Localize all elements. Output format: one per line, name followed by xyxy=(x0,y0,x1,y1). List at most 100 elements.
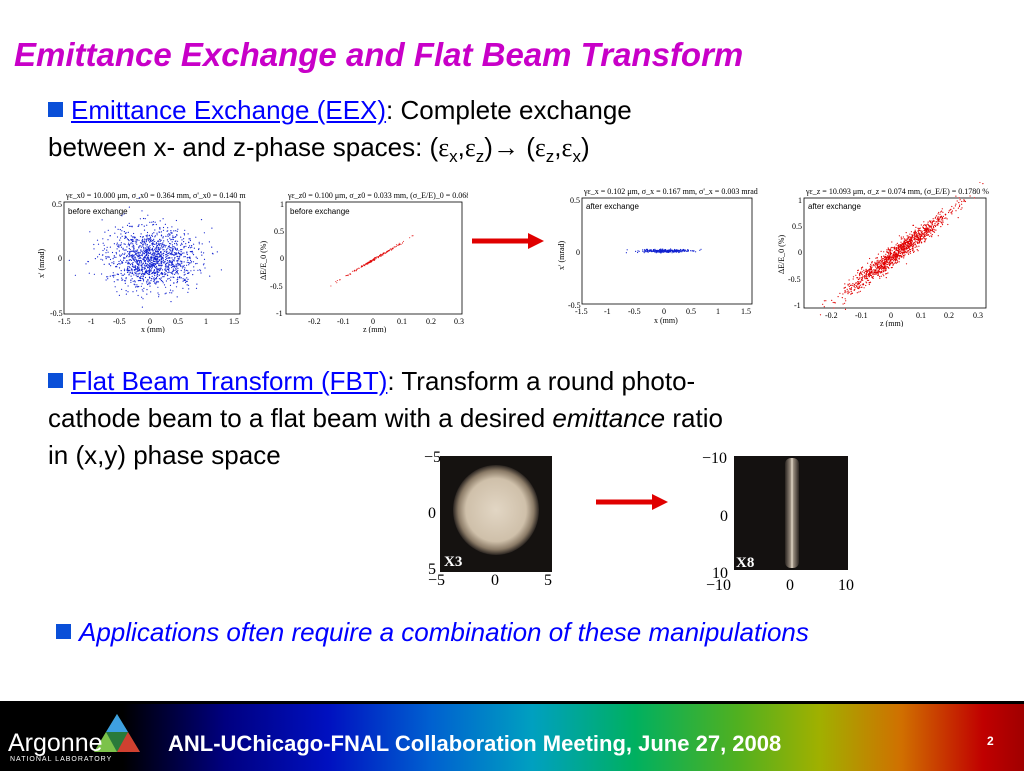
scatter-point xyxy=(146,263,149,265)
scatter-point xyxy=(189,245,191,247)
scatter-point xyxy=(865,268,867,270)
scatter-point xyxy=(165,280,167,282)
scatter-point xyxy=(141,255,143,257)
scatter-point xyxy=(872,273,874,275)
scatter-point xyxy=(138,277,141,279)
scatter-point xyxy=(889,260,891,263)
scatter-points xyxy=(330,235,414,287)
scatter-point xyxy=(870,269,872,271)
scatter-point xyxy=(339,279,340,281)
scatter-point xyxy=(883,266,885,268)
scatter-point xyxy=(134,260,136,262)
scatter-point xyxy=(191,250,193,252)
scatter-point xyxy=(930,227,932,229)
scatter-point xyxy=(137,225,139,227)
scatter-point xyxy=(127,262,129,264)
scatter-point xyxy=(109,246,111,248)
scatter-point xyxy=(143,238,145,240)
scatter-point xyxy=(180,265,182,267)
scatter-point xyxy=(189,251,191,253)
scatter-point xyxy=(130,259,133,261)
scatter-point xyxy=(170,231,172,233)
scatter-point xyxy=(168,267,170,269)
scatter-point xyxy=(121,235,123,237)
scatter-point xyxy=(138,245,141,247)
scatter-point xyxy=(134,271,136,273)
scatter-point xyxy=(169,234,171,236)
scatter-point xyxy=(187,233,189,235)
scatter-point xyxy=(863,269,865,271)
scatter-point xyxy=(907,235,909,237)
scatter-point xyxy=(174,269,176,271)
scatter-point xyxy=(132,243,134,245)
scatter-point xyxy=(167,241,169,243)
scatter-point xyxy=(395,246,397,248)
scatter-point xyxy=(903,249,905,251)
scatter-point xyxy=(912,224,914,226)
scatter-point xyxy=(149,250,151,252)
scatter-point xyxy=(926,230,928,232)
scatter-point xyxy=(937,219,939,221)
scatter-point xyxy=(179,277,181,279)
y-axis-label: ΔE/E_0 (%) xyxy=(777,235,786,274)
scatter-point xyxy=(855,282,857,284)
logo-wordmark: Argonne xyxy=(8,729,103,757)
scatter-point xyxy=(141,296,143,298)
scatter-point xyxy=(129,249,131,251)
scatter-point xyxy=(979,182,981,183)
scatter-point xyxy=(905,246,908,248)
scatter-point xyxy=(867,270,869,272)
scatter-point xyxy=(146,280,148,282)
scatter-point xyxy=(105,256,107,258)
scatter-point xyxy=(152,252,154,254)
scatter-point xyxy=(906,242,909,244)
scatter-point xyxy=(119,263,121,265)
scatter-point xyxy=(140,254,142,256)
scatter-point xyxy=(913,251,915,253)
scatter-point xyxy=(409,237,411,239)
bullet-icon xyxy=(48,102,63,117)
scatter-point xyxy=(179,257,181,259)
scatter-point xyxy=(906,250,909,252)
scatter-point xyxy=(682,250,684,252)
scatter-point xyxy=(390,248,392,250)
scatter-point xyxy=(862,283,864,285)
scatter-point xyxy=(157,252,159,254)
scatter-point xyxy=(138,255,140,257)
scatter-point xyxy=(112,272,114,274)
scatter-point xyxy=(683,249,685,251)
scatter-point xyxy=(351,270,353,272)
scatter-point xyxy=(166,258,168,260)
scatter-point xyxy=(171,272,173,274)
scatter-point xyxy=(927,221,929,223)
scatter-point xyxy=(845,300,847,302)
scatter-point xyxy=(136,290,138,292)
scatter-point xyxy=(897,261,899,263)
scatter-point xyxy=(664,250,666,252)
scatter-point xyxy=(687,249,689,251)
scatter-point xyxy=(162,252,165,254)
scatter-point xyxy=(925,227,927,229)
scatter-point xyxy=(370,261,372,263)
x-tick: −5 xyxy=(428,572,445,588)
scatter-point xyxy=(152,280,155,282)
scatter-point xyxy=(859,290,861,292)
scatter-point xyxy=(156,247,158,249)
scatter-point xyxy=(190,262,192,264)
scatter-point xyxy=(163,284,166,286)
scatter-point xyxy=(184,270,186,272)
scatter-point xyxy=(169,257,171,259)
scatter-point xyxy=(653,249,655,251)
x-axis-label: x (mm) xyxy=(141,325,165,333)
scatter-point xyxy=(870,263,872,266)
scatter-point xyxy=(151,247,153,249)
scatter-point xyxy=(128,251,131,253)
scatter-point xyxy=(895,262,897,264)
scatter-point xyxy=(931,223,933,225)
scatter-point xyxy=(118,263,120,265)
scatter-point xyxy=(168,252,170,255)
scatter-point xyxy=(141,253,144,255)
scatter-point xyxy=(178,264,180,266)
scatter-point xyxy=(165,250,167,252)
scatter-point xyxy=(144,267,146,269)
